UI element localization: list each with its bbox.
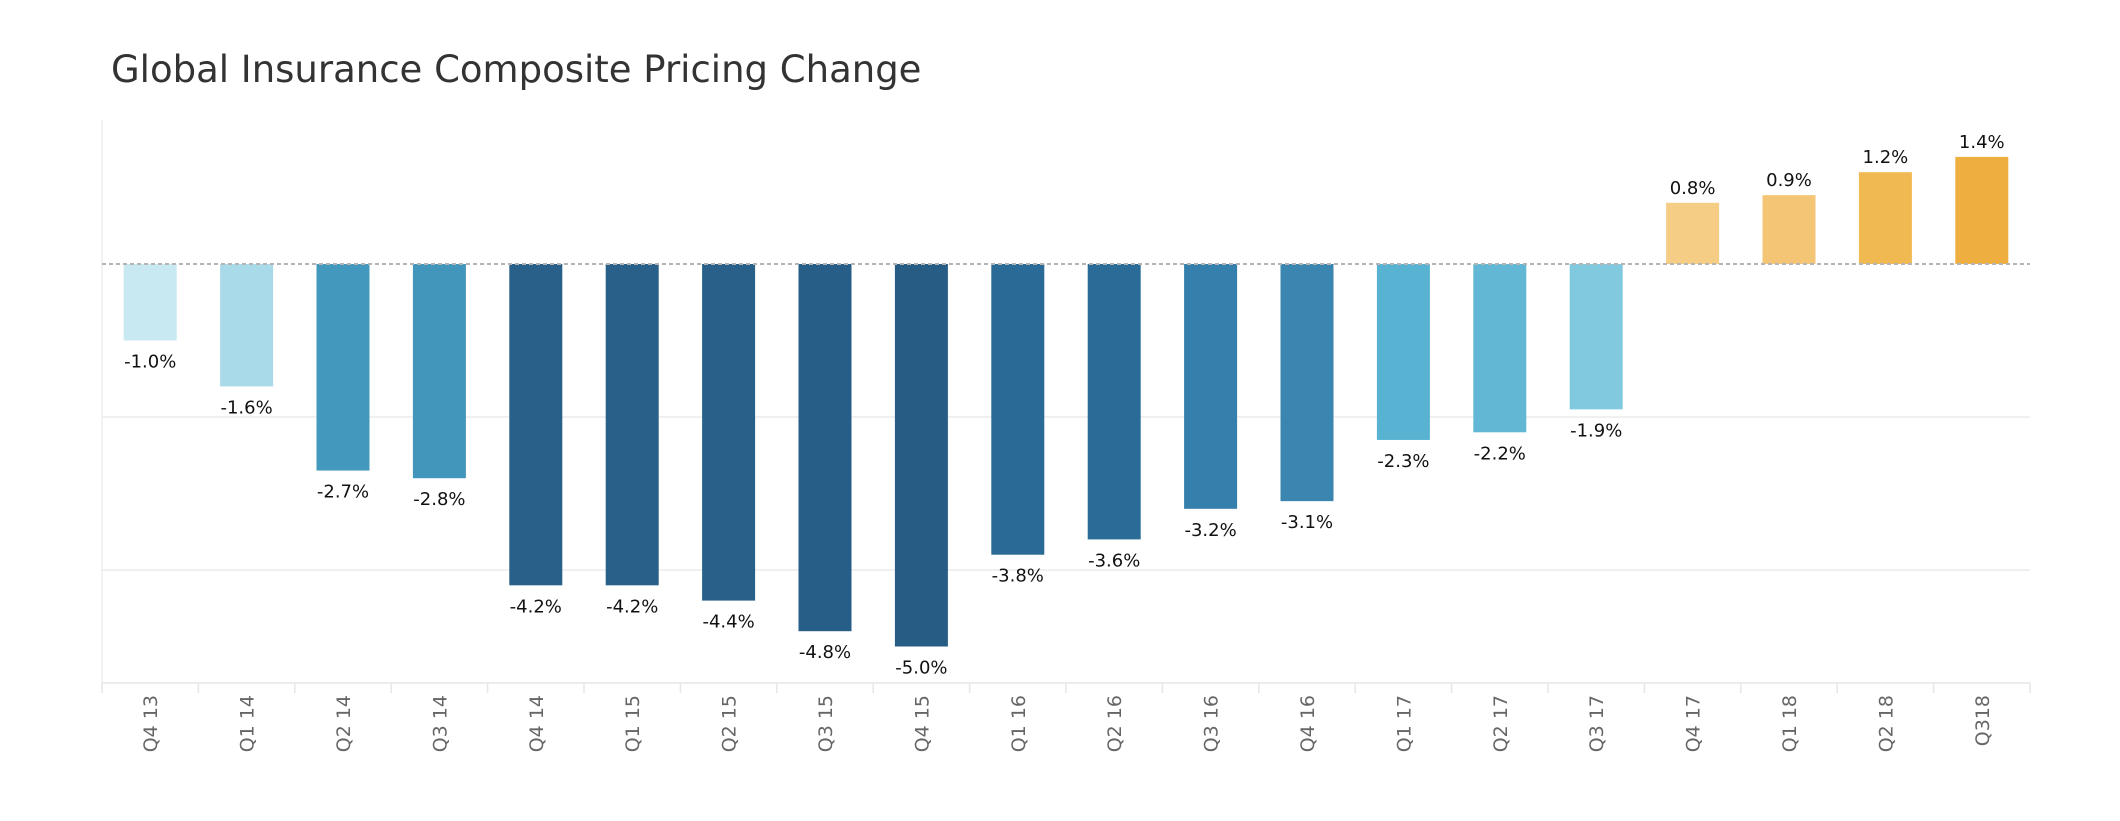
bar (509, 264, 563, 586)
data-label: -1.9% (1570, 420, 1622, 441)
data-label: 0.8% (1670, 178, 1716, 199)
bar (991, 264, 1045, 555)
bar (1376, 264, 1430, 440)
bars (123, 156, 2009, 647)
data-label: -3.1% (1281, 512, 1333, 533)
bar (220, 264, 274, 387)
data-label: -4.4% (702, 612, 754, 633)
bar (1762, 195, 1816, 264)
x-tick-label: Q2 17 (1490, 695, 1512, 752)
x-tick-label: Q318 (1972, 695, 1994, 746)
x-tick-label: Q3 16 (1201, 695, 1223, 752)
x-tick-label: Q1 14 (237, 695, 259, 752)
gridlines (101, 120, 2030, 683)
data-labels: -1.0% -1.6% -2.7% -2.8% -4.2% -4.2% -4.4% -4.8%… (124, 132, 2005, 679)
data-label: -5.0% (895, 658, 947, 679)
data-label: -4.2% (510, 596, 562, 617)
bar (316, 264, 370, 471)
data-label: -3.6% (1088, 550, 1140, 571)
bar (605, 264, 659, 586)
bar (1473, 264, 1527, 433)
x-tick-label: Q4 15 (911, 695, 933, 752)
data-label: -2.7% (317, 482, 369, 503)
data-label: -3.2% (1184, 520, 1236, 541)
data-label: -4.2% (606, 596, 658, 617)
bar (1955, 156, 2009, 264)
x-tick-label: Q1 17 (1393, 695, 1415, 752)
data-label: 1.2% (1863, 147, 1909, 168)
data-label: 1.4% (1959, 132, 2005, 153)
data-label: -2.3% (1377, 451, 1429, 472)
x-tick-label: Q3 14 (429, 695, 451, 752)
data-label: -2.8% (413, 489, 465, 510)
x-tick-label: Q1 16 (1008, 695, 1030, 752)
x-tick-label: Q1 15 (622, 695, 644, 752)
x-tick-label: Q2 16 (1104, 695, 1126, 752)
bar (702, 264, 756, 601)
bar (894, 264, 948, 647)
bar (1087, 264, 1141, 540)
x-tick-label: Q2 14 (333, 695, 355, 752)
x-tick-label: Q2 15 (719, 695, 741, 752)
x-tick-label: Q3 17 (1586, 695, 1608, 752)
data-label: -4.8% (799, 642, 851, 663)
x-tick-label: Q4 17 (1683, 695, 1705, 752)
bar (1569, 264, 1623, 410)
x-tick-label: Q3 15 (815, 695, 837, 752)
chart-title: Global Insurance Composite Pricing Chang… (111, 48, 922, 91)
x-tick-label: Q4 16 (1297, 695, 1319, 752)
bar (1858, 172, 1912, 264)
bar (1184, 264, 1238, 509)
bar (412, 264, 466, 479)
data-label: -2.2% (1474, 443, 1526, 464)
data-label: -1.0% (124, 352, 176, 373)
bar (1280, 264, 1334, 502)
x-tick-label: Q4 13 (140, 695, 162, 752)
x-tick-label: Q4 14 (526, 695, 548, 752)
data-label: 0.9% (1766, 170, 1812, 191)
bar (798, 264, 852, 632)
x-axis: Q4 13 Q1 14 Q2 14 Q3 14 Q4 14 Q1 15 Q2 15 Q3 15… (101, 682, 2031, 752)
bar (1666, 202, 1720, 264)
x-tick-label: Q2 18 (1875, 695, 1897, 752)
data-label: -3.8% (992, 566, 1044, 587)
data-label: -1.6% (220, 397, 272, 418)
bar (123, 264, 177, 341)
x-tick-label: Q1 18 (1779, 695, 1801, 752)
